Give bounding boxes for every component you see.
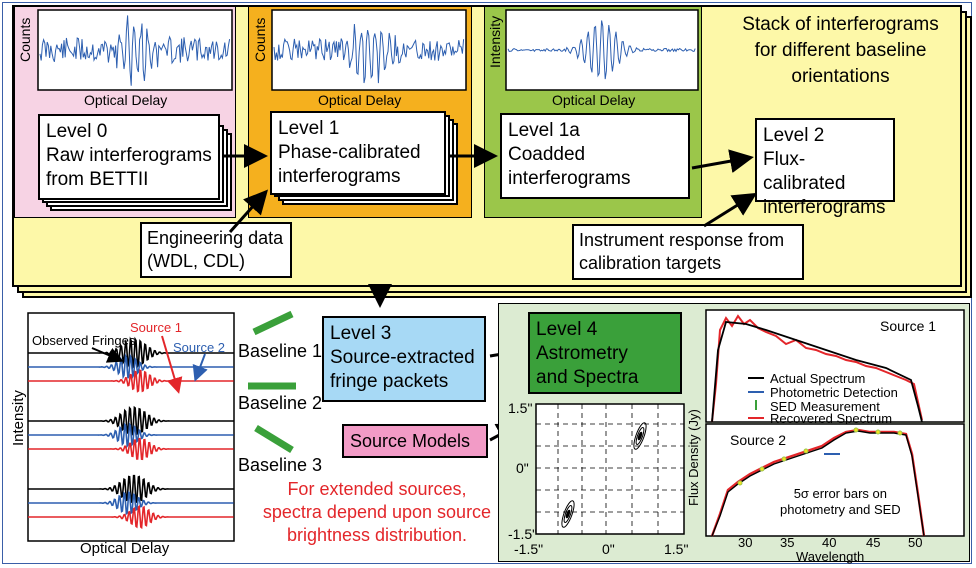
- astro-xtick-mid: 0": [602, 541, 615, 557]
- spectrum-source2-plot: [705, 423, 965, 537]
- wl-tick-45: 45: [866, 535, 881, 550]
- level1a-title: Level 1a: [508, 120, 580, 141]
- level1-signal-plot: [271, 9, 467, 91]
- wl-tick-35: 35: [780, 535, 795, 550]
- wl-tick-50: 50: [908, 535, 923, 550]
- fringe-trace: [28, 490, 234, 516]
- level3-desc1: Source-extracted: [330, 347, 475, 368]
- level3-box: Level 3 Source-extracted fringe packets: [322, 316, 486, 402]
- flux-density-ylabel: Flux Density (Jy): [686, 409, 701, 506]
- wl-tick-30: 30: [738, 535, 753, 550]
- level1a-signal-plot: [505, 9, 699, 91]
- fringe-trace: [28, 437, 234, 461]
- source2-contours: [561, 500, 575, 528]
- legend-recovered: Recovered Spectrum: [770, 411, 893, 426]
- level0-box: Level 0 Raw interferograms from BETTII: [38, 114, 220, 200]
- engineering-data-box: Engineering data (WDL, CDL): [140, 222, 292, 278]
- astro-xtick-left: -1.5": [514, 541, 544, 557]
- level2-title: Level 2: [763, 125, 825, 146]
- legend-sed: SED Measurement: [770, 399, 880, 414]
- level4-desc2: and Spectra: [536, 367, 639, 388]
- level1-title: Level 1: [278, 118, 340, 139]
- level1-desc2: interferograms: [278, 166, 401, 187]
- extended-sources-note: For extended sources, spectra depend upo…: [250, 478, 504, 547]
- fringes-plot: [27, 312, 235, 542]
- instrument-line1: Instrument response from: [579, 230, 785, 250]
- level4-desc1: Astrometry: [536, 343, 628, 364]
- level4-title: Level 4: [536, 319, 598, 340]
- spectrum2-note: 5σ error bars on photometry and SED: [780, 486, 901, 518]
- baseline3-bar: [254, 425, 294, 453]
- engineering-line2: (WDL, CDL): [147, 251, 245, 271]
- engineering-line1: Engineering data: [147, 228, 284, 248]
- extended-note-line2: spectra depend upon source: [262, 502, 492, 522]
- spectrum2-note-line1: 5σ error bars on: [793, 486, 887, 501]
- legend-actual: Actual Spectrum: [770, 371, 866, 386]
- extended-note-line3: brightness distribution.: [286, 525, 468, 545]
- level1a-box: Level 1a Coadded interferograms: [500, 113, 690, 199]
- baseline3-label: Baseline 3: [238, 455, 323, 475]
- stack-title-line1: Stack of interferograms: [742, 14, 939, 35]
- stack-title-line2: for different baseline: [754, 40, 927, 61]
- fringe-source2-label: Source 2: [173, 340, 226, 355]
- level1a-desc2: interferograms: [508, 168, 631, 189]
- astro-ytick-top: 1.5": [508, 400, 533, 416]
- baseline2-label: Baseline 2: [238, 393, 323, 413]
- level1-box: Level 1 Phase-calibrated interferograms: [270, 111, 446, 195]
- optical-delay-label-1: Optical Delay: [318, 92, 402, 108]
- baseline1-bar: [252, 310, 294, 336]
- instrument-line2: calibration targets: [579, 253, 722, 273]
- level2-box: Level 2 Flux-calibrated interferograms: [755, 118, 895, 218]
- source-models-label: Source Models: [350, 431, 471, 451]
- fringe-source1-label: Source 1: [130, 320, 183, 335]
- level1a-desc1: Coadded: [508, 144, 586, 165]
- wavelength-xlabel: Wavelength: [796, 549, 865, 564]
- astro-ytick-bot: -1.5": [508, 526, 538, 542]
- astro-ytick-mid: 0": [516, 460, 529, 476]
- stack-title: Stack of interferograms for different ba…: [728, 12, 953, 90]
- level3-desc2: fringe packets: [330, 371, 449, 392]
- spectrum1-title: Source 1: [880, 318, 937, 334]
- astrometry-plot: [535, 403, 685, 535]
- spectrum2-note-line2: photometry and SED: [780, 502, 901, 517]
- instrument-response-box: Instrument response from calibration tar…: [572, 224, 804, 280]
- level2-desc2: interferograms: [763, 197, 886, 218]
- fringes-xlabel: Optical Delay: [80, 540, 170, 557]
- level3-title: Level 3: [330, 323, 392, 344]
- spectrum-source1-plot: [705, 309, 965, 423]
- source-models-box: Source Models: [342, 424, 488, 458]
- fringe-trace: [28, 421, 234, 449]
- source1-contours: [633, 422, 647, 450]
- astro-xtick-right: 1.5": [664, 541, 689, 557]
- legend-photometric: Photometric Detection: [770, 385, 898, 400]
- fringe-trace: [28, 504, 234, 530]
- optical-delay-label-1a: Optical Delay: [552, 92, 636, 108]
- fringe-trace: [28, 405, 234, 437]
- wl-tick-40: 40: [822, 535, 837, 550]
- level1-desc1: Phase-calibrated: [278, 142, 421, 163]
- level2-desc1: Flux-calibrated: [763, 149, 846, 194]
- spectrum1-legend: [748, 377, 764, 419]
- observed-fringes-label: Observed Fringes: [32, 333, 136, 348]
- baseline1-label: Baseline 1: [238, 341, 323, 361]
- fringe-trace: [28, 336, 234, 370]
- extended-note-line1: For extended sources,: [287, 479, 467, 499]
- fringe-trace: [28, 474, 234, 503]
- optical-delay-label-0: Optical Delay: [84, 92, 168, 108]
- level0-title: Level 0: [46, 121, 108, 142]
- spectrum2-title: Source 2: [730, 432, 787, 448]
- level0-desc2: from BETTII: [46, 169, 149, 190]
- stack-title-line3: orientations: [791, 66, 890, 87]
- level4-box: Level 4 Astrometry and Spectra: [528, 312, 682, 394]
- level0-desc1: Raw interferograms: [46, 145, 212, 166]
- level0-signal-plot: [37, 9, 233, 91]
